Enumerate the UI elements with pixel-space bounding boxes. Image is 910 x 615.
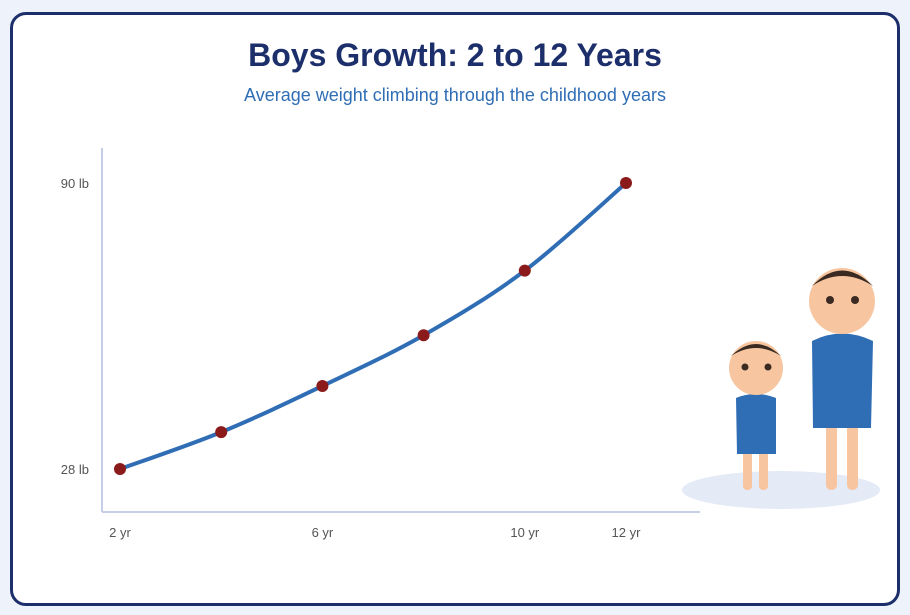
data-points — [114, 177, 632, 475]
x-tick-label: 10 yr — [510, 525, 540, 540]
data-point — [215, 426, 228, 439]
two-boys-illustration — [682, 268, 880, 509]
x-tick-label: 2 yr — [109, 525, 131, 540]
data-point — [620, 177, 632, 189]
tall-boy-left-eye — [826, 296, 834, 304]
data-point — [417, 329, 430, 342]
tall-boy-figure — [809, 268, 875, 490]
x-tick-label: 12 yr — [612, 525, 642, 540]
chart-subtitle: Average weight climbing through the chil… — [244, 85, 666, 105]
data-point — [316, 379, 329, 392]
chart-title: Boys Growth: 2 to 12 Years — [248, 37, 662, 73]
tall-boy-right-leg — [847, 424, 858, 490]
small-boy-left-leg — [743, 448, 752, 490]
small-boy-right-eye — [764, 363, 772, 371]
small-boy-right-leg — [759, 448, 768, 490]
y-tick-label: 28 lb — [61, 462, 89, 477]
small-boy-left-eye — [741, 363, 749, 371]
tall-boy-shirt — [812, 333, 873, 428]
data-point — [114, 463, 126, 475]
x-tick-labels: 2 yr 6 yr 10 yr 12 yr — [109, 525, 641, 540]
data-point — [518, 264, 531, 277]
y-tick-label: 90 lb — [61, 176, 89, 191]
small-boy-shirt — [736, 394, 776, 454]
tall-boy-head — [809, 268, 875, 334]
tall-boy-left-leg — [826, 424, 837, 490]
series-line — [118, 181, 628, 471]
x-tick-label: 6 yr — [312, 525, 334, 540]
small-boy-head — [729, 341, 783, 395]
small-boy-hair — [731, 344, 781, 356]
small-boy-figure — [729, 341, 783, 490]
y-tick-labels: 28 lb 90 lb — [61, 176, 89, 477]
tall-boy-hair — [812, 270, 873, 286]
tall-boy-right-eye — [851, 296, 859, 304]
chart-axes — [101, 148, 700, 513]
